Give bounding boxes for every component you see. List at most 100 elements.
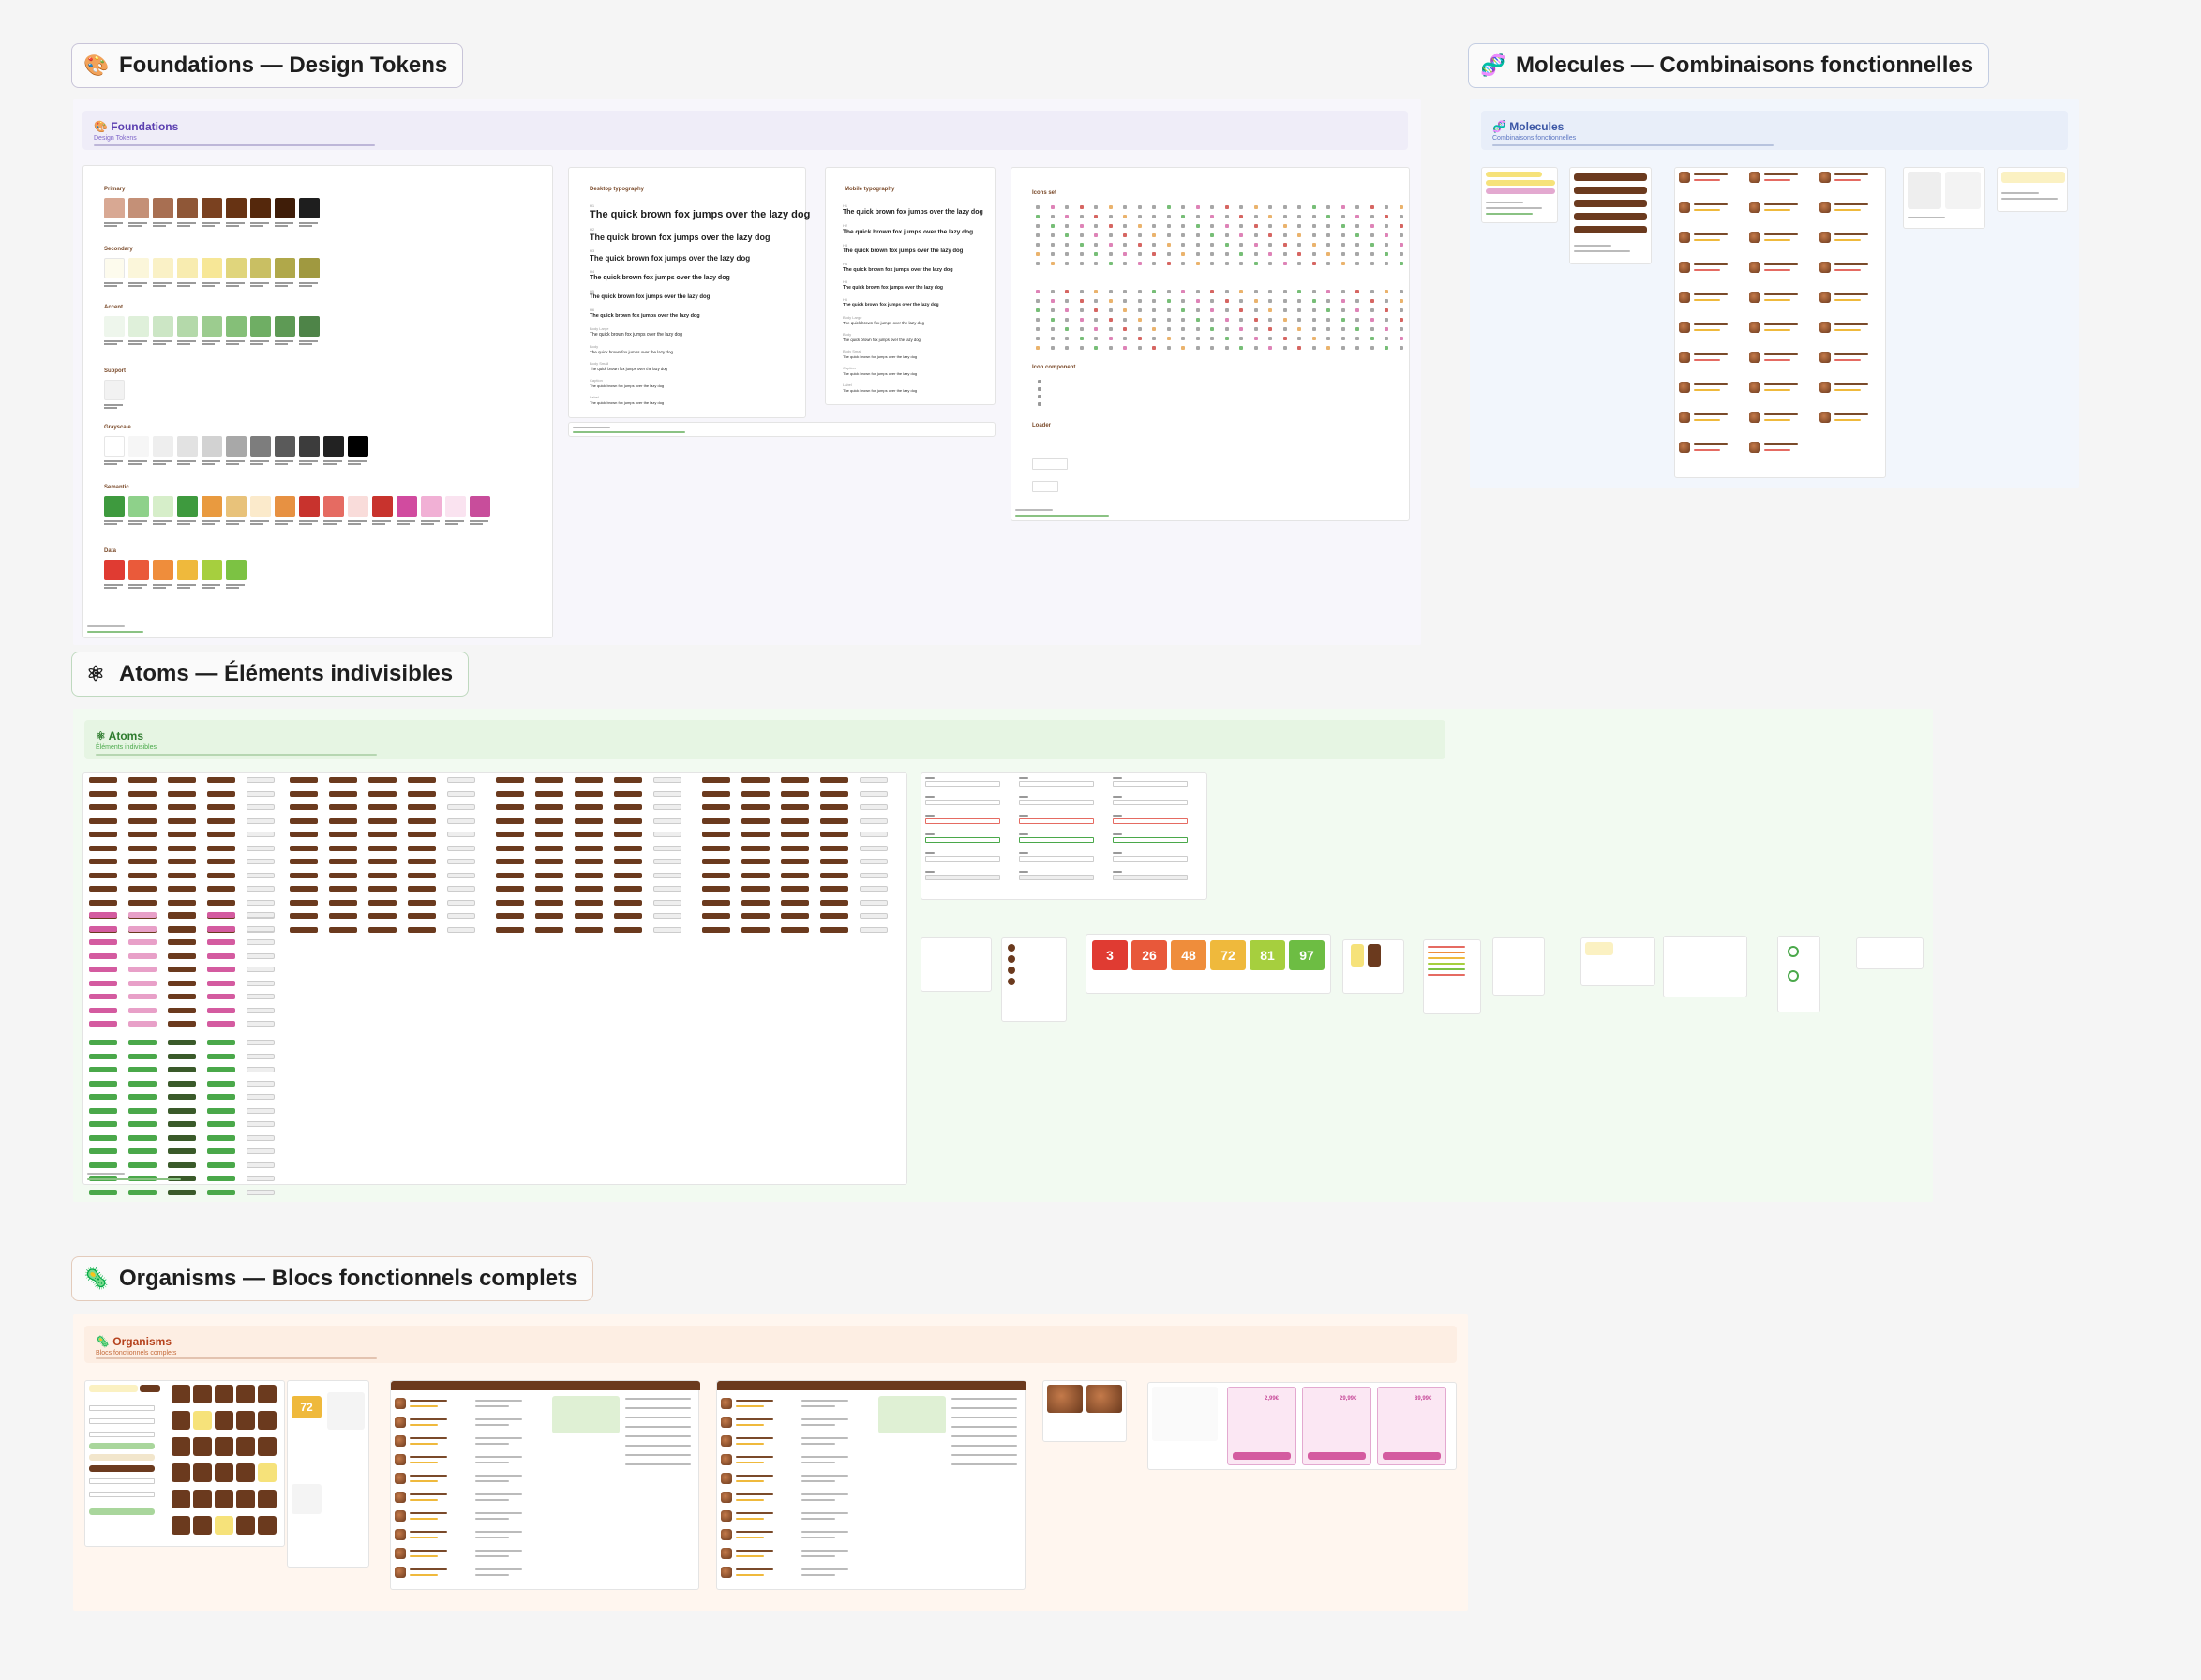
sample-button[interactable] [168, 912, 196, 918]
sample-button[interactable] [247, 1021, 275, 1027]
sample-button[interactable] [408, 832, 436, 837]
sample-button[interactable] [741, 926, 770, 933]
sample-button[interactable] [368, 859, 397, 864]
sample-button[interactable] [247, 832, 275, 837]
category-tile[interactable] [258, 1411, 277, 1430]
sample-button[interactable] [207, 1176, 235, 1181]
sample-button[interactable] [653, 859, 681, 864]
sample-button[interactable] [820, 899, 848, 906]
sample-button[interactable] [128, 1107, 157, 1114]
sample-input[interactable] [1113, 856, 1188, 862]
pricing-cta-button[interactable] [1383, 1452, 1441, 1460]
sample-button[interactable] [207, 1007, 235, 1013]
sample-button[interactable] [447, 872, 475, 878]
category-tile[interactable] [236, 1411, 255, 1430]
sample-button[interactable] [741, 790, 770, 797]
sample-button[interactable] [781, 899, 809, 906]
sample-button[interactable] [496, 859, 524, 864]
sample-button[interactable] [653, 886, 681, 892]
sample-button[interactable] [860, 790, 888, 797]
sample-button[interactable] [168, 818, 196, 824]
sample-button[interactable] [207, 777, 235, 783]
category-tile[interactable] [258, 1516, 277, 1535]
sample-input[interactable] [925, 800, 1000, 805]
sample-button[interactable] [128, 899, 157, 906]
sample-button[interactable] [128, 790, 157, 797]
sample-button[interactable] [368, 818, 397, 824]
sample-button[interactable] [207, 1040, 235, 1045]
sample-button[interactable] [128, 1021, 157, 1027]
sample-button[interactable] [128, 939, 157, 945]
sample-button[interactable] [535, 899, 563, 906]
sample-button[interactable] [447, 790, 475, 797]
sample-button[interactable] [290, 804, 318, 810]
sample-button[interactable] [207, 818, 235, 824]
sample-button[interactable] [820, 804, 848, 810]
sample-button[interactable] [89, 1148, 117, 1154]
sample-button[interactable] [207, 899, 235, 906]
sample-input[interactable] [925, 875, 1000, 880]
sample-button[interactable] [820, 790, 848, 797]
category-tile[interactable] [236, 1437, 255, 1456]
sample-button[interactable] [168, 994, 196, 999]
category-tile[interactable] [193, 1437, 212, 1456]
sample-button[interactable] [168, 1134, 196, 1141]
sample-button[interactable] [89, 1053, 117, 1059]
sample-button[interactable] [860, 845, 888, 851]
sample-button[interactable] [702, 804, 730, 810]
sample-button[interactable] [614, 790, 642, 797]
sample-button[interactable] [368, 804, 397, 810]
sample-button[interactable] [89, 886, 117, 892]
foundations-section-title[interactable]: 🎨 Foundations — Design Tokens [71, 43, 464, 88]
sample-button[interactable] [408, 818, 436, 824]
sample-button[interactable] [368, 913, 397, 919]
sample-button[interactable] [741, 818, 770, 824]
sample-button[interactable] [781, 818, 809, 824]
sample-button[interactable] [247, 994, 275, 999]
sample-input[interactable] [925, 837, 1000, 843]
sample-button[interactable] [207, 832, 235, 837]
sample-button[interactable] [168, 832, 196, 837]
sample-button[interactable] [207, 1189, 235, 1195]
sample-button[interactable] [168, 777, 196, 783]
category-tile[interactable] [172, 1490, 190, 1508]
sample-button[interactable] [207, 1121, 235, 1127]
sample-button[interactable] [128, 1121, 157, 1127]
category-tile[interactable] [236, 1490, 255, 1508]
sample-button[interactable] [781, 845, 809, 851]
sample-button[interactable] [408, 845, 436, 851]
sample-button[interactable] [496, 872, 524, 878]
sample-button[interactable] [860, 872, 888, 878]
sample-button[interactable] [207, 1094, 235, 1100]
sample-button[interactable] [247, 790, 275, 797]
sample-button[interactable] [329, 913, 357, 919]
sample-button[interactable] [741, 845, 770, 851]
category-tile[interactable] [236, 1385, 255, 1403]
sample-button[interactable] [207, 1134, 235, 1141]
sample-button[interactable] [247, 1067, 275, 1072]
sample-button[interactable] [247, 1134, 275, 1141]
sample-button[interactable] [368, 899, 397, 906]
sample-button[interactable] [89, 899, 117, 906]
sample-button[interactable] [702, 926, 730, 933]
pricing-cta-button[interactable] [1308, 1452, 1366, 1460]
sample-button[interactable] [653, 845, 681, 851]
sample-button[interactable] [247, 1053, 275, 1059]
sample-button[interactable] [702, 818, 730, 824]
sample-button[interactable] [247, 1040, 275, 1045]
sample-button[interactable] [168, 1040, 196, 1045]
sample-button[interactable] [290, 926, 318, 933]
category-tile[interactable] [236, 1463, 255, 1482]
sample-button[interactable] [535, 886, 563, 892]
sample-button[interactable] [860, 818, 888, 824]
sample-button[interactable] [247, 1176, 275, 1181]
category-tile[interactable] [193, 1385, 212, 1403]
sample-input[interactable] [1113, 837, 1188, 843]
sample-button[interactable] [496, 777, 524, 783]
sample-button[interactable] [653, 790, 681, 797]
sample-button[interactable] [89, 980, 117, 986]
sample-button[interactable] [290, 777, 318, 783]
sample-button[interactable] [781, 777, 809, 783]
category-tile[interactable] [215, 1385, 233, 1403]
foundations-frame[interactable]: 🎨 Foundations Design Tokens Primary Secon… [73, 99, 1421, 645]
